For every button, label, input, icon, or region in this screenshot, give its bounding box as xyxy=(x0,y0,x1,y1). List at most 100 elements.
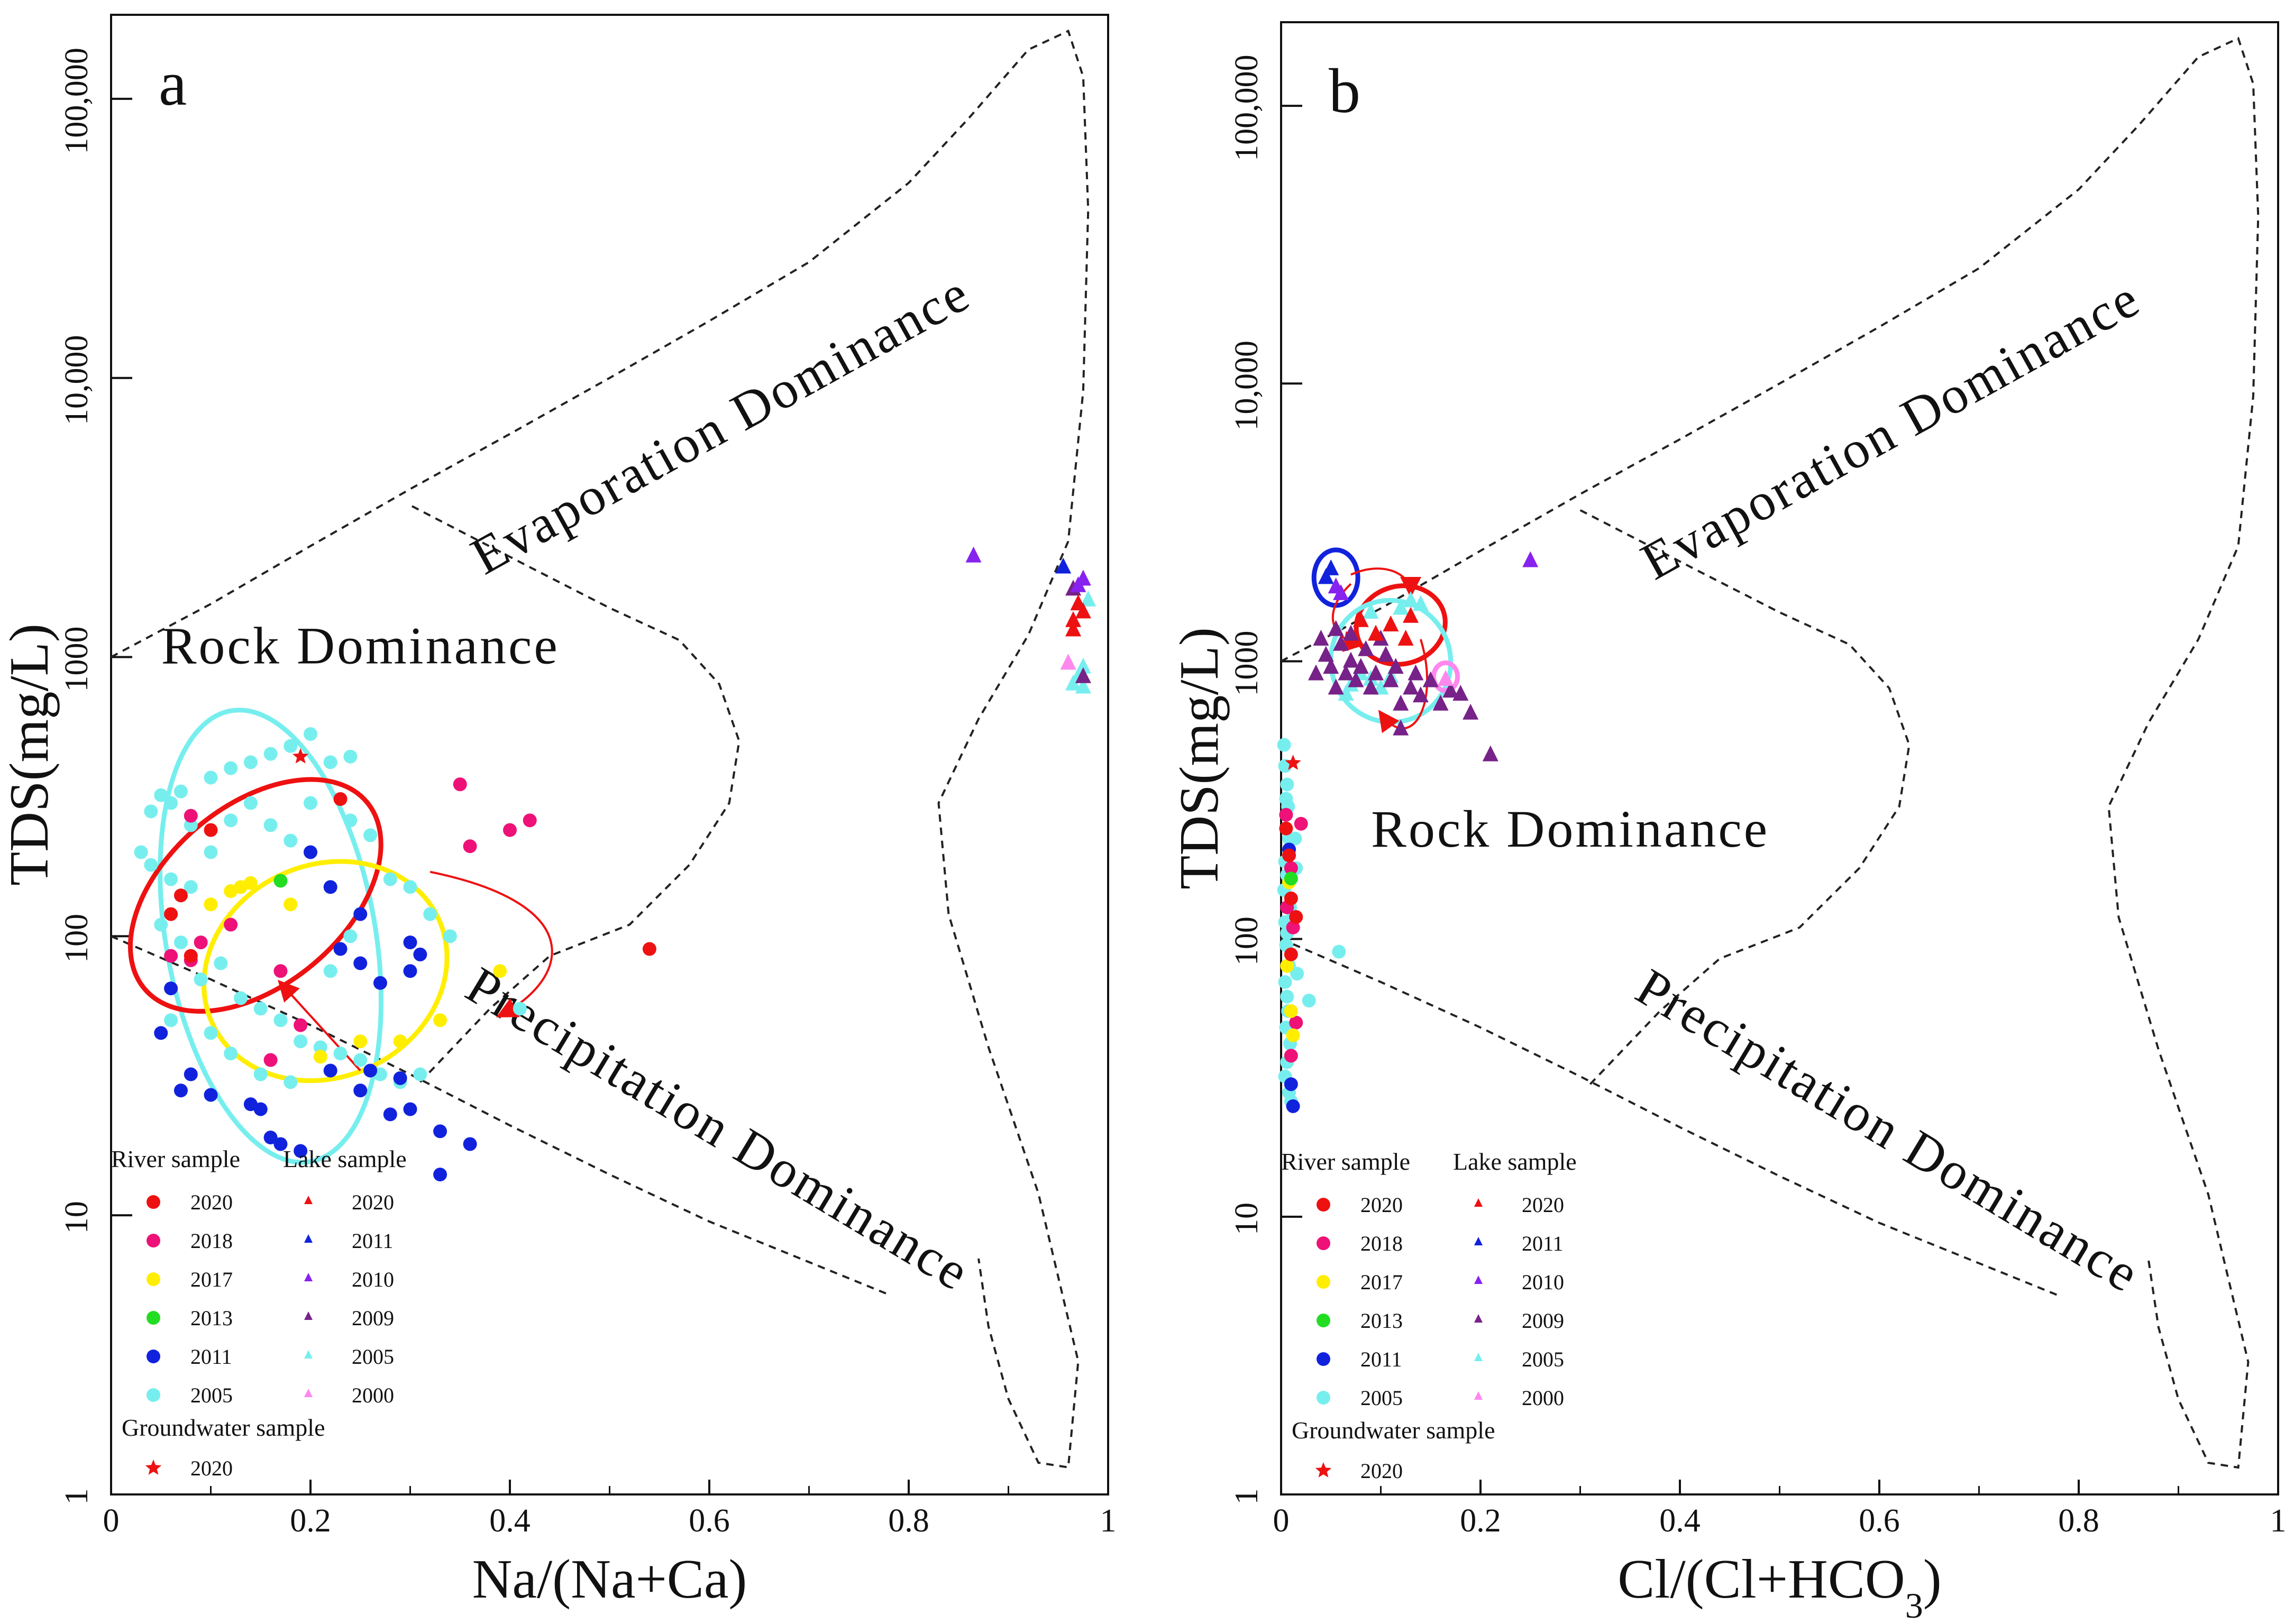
data-point xyxy=(1075,570,1091,586)
data-point xyxy=(164,1013,178,1027)
legend-river-marker xyxy=(1317,1198,1330,1212)
series-lake-2020 xyxy=(1065,594,1091,637)
data-point xyxy=(1323,559,1339,575)
data-point xyxy=(292,748,309,764)
data-point xyxy=(383,872,397,886)
group-ellipse xyxy=(1431,660,1460,693)
data-point xyxy=(273,964,288,978)
legend: River sample Lake sample 2020 2018 2017 2013 2… xyxy=(111,1145,407,1480)
data-point xyxy=(1328,620,1344,636)
data-point xyxy=(1278,975,1292,989)
data-point xyxy=(1294,816,1308,831)
data-point xyxy=(1328,678,1344,695)
data-point xyxy=(343,813,358,828)
legend-lake-marker xyxy=(304,1311,313,1320)
legend: River sample Lake sample 2020 2018 2017 2013 2… xyxy=(1281,1148,1577,1483)
trend-arrow xyxy=(1350,567,1422,598)
data-point xyxy=(453,777,467,792)
region-label-precipitation: Precipitation Dominance xyxy=(1626,957,2151,1304)
x-tick-label: 0 xyxy=(103,1503,120,1539)
x-axis-title: Na/(Na+Ca) xyxy=(472,1548,747,1610)
data-point xyxy=(1328,577,1344,594)
data-point xyxy=(323,755,337,769)
data-point xyxy=(1463,703,1479,720)
data-point xyxy=(1383,616,1399,632)
data-point xyxy=(403,880,417,894)
legend-lake-year: 2011 xyxy=(1522,1232,1564,1255)
legend-lake-year: 2010 xyxy=(352,1268,394,1291)
data-point xyxy=(1277,738,1291,752)
data-point xyxy=(1342,625,1359,641)
y-tick-label: 1000 xyxy=(1229,630,1265,696)
data-point xyxy=(1338,685,1354,701)
data-point xyxy=(353,956,368,970)
data-point xyxy=(134,845,148,859)
data-point xyxy=(173,1084,188,1098)
data-point xyxy=(383,1107,397,1122)
y-tick-label: 10,000 xyxy=(59,335,95,425)
y-tick-label: 1 xyxy=(1229,1489,1265,1505)
x-tick-label: 1 xyxy=(2270,1503,2287,1539)
data-point xyxy=(144,858,158,872)
data-point xyxy=(393,1071,407,1085)
data-point xyxy=(144,804,158,819)
data-point xyxy=(164,907,178,921)
data-point xyxy=(323,1063,337,1078)
data-point xyxy=(294,1034,308,1049)
trend-arrow xyxy=(429,870,553,1017)
data-point xyxy=(204,770,218,785)
x-tick-label: 0.4 xyxy=(1659,1503,1701,1539)
data-point xyxy=(1279,821,1293,836)
data-point xyxy=(433,1124,447,1139)
data-point xyxy=(1363,678,1379,695)
legend-groundwater-marker xyxy=(1315,1462,1332,1478)
data-point xyxy=(1279,808,1293,822)
data-point xyxy=(304,796,317,810)
region-label-rock: Rock Dominance xyxy=(1371,800,1769,858)
data-point xyxy=(304,845,317,859)
legend-lake-marker xyxy=(304,1350,313,1359)
data-point xyxy=(204,897,218,912)
data-point xyxy=(1280,777,1294,792)
data-point xyxy=(273,1137,288,1151)
data-point xyxy=(1403,678,1419,695)
data-point xyxy=(1412,686,1429,703)
data-point xyxy=(523,813,537,828)
data-point xyxy=(1323,658,1339,674)
data-point xyxy=(1393,599,1409,615)
legend-river-year: 2020 xyxy=(190,1190,233,1214)
boundary-lower-line xyxy=(111,935,890,1296)
data-point xyxy=(642,942,656,956)
data-point xyxy=(1075,602,1091,619)
x-tick-label: 1 xyxy=(1100,1503,1117,1539)
legend-river-marker xyxy=(147,1272,160,1286)
data-point xyxy=(1393,719,1409,736)
data-point xyxy=(154,788,168,802)
series-river-2020 xyxy=(1279,821,1303,961)
legend-groundwater-title: Groundwater sample xyxy=(1292,1417,1495,1444)
data-point xyxy=(1065,620,1082,637)
x-axis-title: Cl/(Cl+HCO3) xyxy=(1617,1548,1941,1624)
legend-lake-title: Lake sample xyxy=(283,1145,407,1172)
data-point xyxy=(313,1040,327,1054)
data-point xyxy=(1333,635,1349,651)
data-point xyxy=(353,1084,368,1098)
panel-a: 0 0.2 0.4 0.6 0.8 1 1 10 100 1000 10,000 100,000 Na/… xyxy=(0,14,1117,1610)
trend-arrow xyxy=(1378,639,1429,733)
data-point xyxy=(1280,989,1294,1004)
legend-lake-marker xyxy=(304,1196,313,1204)
y-tick-label: 100 xyxy=(59,914,95,963)
legend-river-marker xyxy=(1317,1275,1330,1289)
legend-lake-year: 2000 xyxy=(1522,1386,1564,1410)
data-point xyxy=(333,792,348,806)
legend-groundwater-marker xyxy=(145,1460,162,1475)
data-point xyxy=(1352,611,1369,627)
data-point xyxy=(1284,861,1298,875)
legend-lake-year: 2011 xyxy=(352,1229,394,1253)
data-point xyxy=(263,818,278,832)
legend-lake-year: 2009 xyxy=(352,1306,394,1330)
data-point xyxy=(273,1013,288,1027)
data-point xyxy=(1075,677,1091,694)
data-point xyxy=(173,784,188,799)
data-point xyxy=(1338,664,1354,681)
